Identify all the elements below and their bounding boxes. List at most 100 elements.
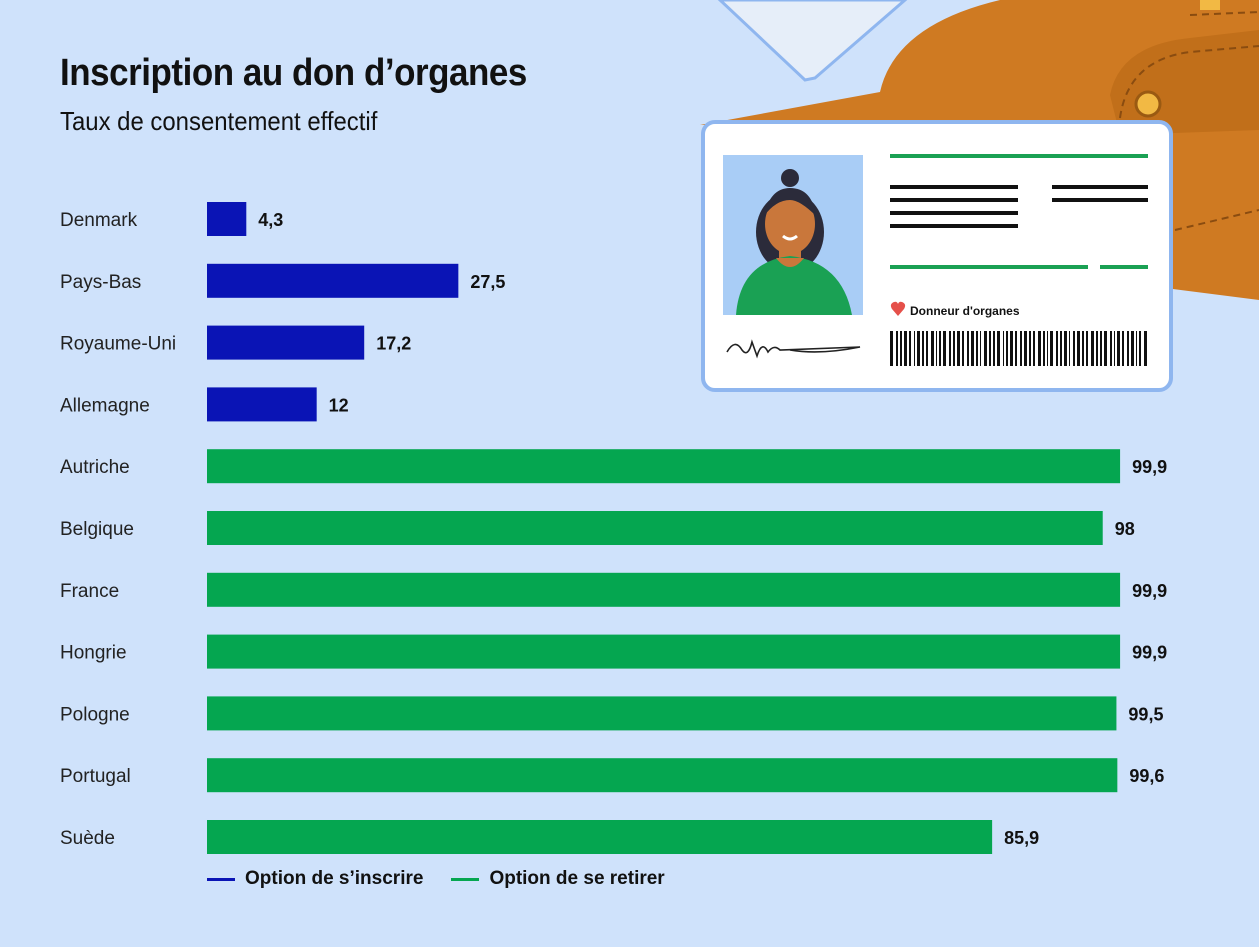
- barcode-bar: [900, 331, 902, 366]
- barcode-bar: [890, 331, 893, 366]
- background-paper-card: [717, 0, 908, 82]
- barcode-bar: [1015, 331, 1017, 366]
- barcode-bar: [1100, 331, 1102, 366]
- bar: [207, 696, 1117, 731]
- avatar: [736, 169, 852, 315]
- barcode-bar: [1082, 331, 1084, 366]
- barcode-bar: [896, 331, 898, 366]
- donor-card: Donneur d'organes: [701, 120, 1173, 392]
- barcode-bar: [1131, 331, 1134, 366]
- barcode-bar: [949, 331, 951, 366]
- barcode-bar: [1104, 331, 1107, 366]
- value-label: 99,9: [1132, 581, 1167, 601]
- barcode-bar: [922, 331, 924, 366]
- bar: [207, 572, 1121, 607]
- category-label: Royaume-Uni: [60, 334, 176, 355]
- barcode-bar: [1139, 331, 1141, 366]
- chart-title: Inscription au don d’organes: [60, 52, 527, 94]
- barcode-bar: [1127, 331, 1129, 366]
- barcode-bar: [976, 331, 978, 366]
- category-label: Denmark: [60, 210, 138, 231]
- value-label: 99,9: [1132, 643, 1167, 663]
- barcode-bar: [1024, 331, 1027, 366]
- barcode-bar: [1096, 331, 1098, 366]
- barcode-bar: [971, 331, 974, 366]
- barcode-bar: [917, 331, 920, 366]
- barcode-bar: [939, 331, 941, 366]
- barcode-bar: [967, 331, 969, 366]
- barcode-bar: [931, 331, 934, 366]
- wallet-icon: [700, 0, 1259, 300]
- heart-icon: [890, 301, 906, 316]
- barcode-bar: [984, 331, 987, 366]
- value-label: 99,6: [1129, 766, 1164, 786]
- barcode-bar: [962, 331, 964, 366]
- barcode-bar: [1043, 331, 1045, 366]
- barcode-bar: [1010, 331, 1013, 366]
- barcode-bar: [953, 331, 955, 366]
- barcode-bar: [914, 331, 915, 366]
- barcode-bar: [1086, 331, 1088, 366]
- barcode-bar: [1050, 331, 1053, 366]
- legend-label-opt-out: Option de se retirer: [489, 868, 665, 889]
- barcode: [890, 331, 1147, 366]
- value-label: 98: [1115, 519, 1135, 539]
- barcode-bar: [1117, 331, 1120, 366]
- barcode-bar: [943, 331, 946, 366]
- category-label: Hongrie: [60, 643, 127, 664]
- card-donor-label: Donneur d'organes: [910, 304, 1020, 318]
- barcode-bar: [997, 331, 1000, 366]
- barcode-bar: [1038, 331, 1041, 366]
- value-label: 12: [329, 395, 349, 415]
- value-label: 17,2: [376, 334, 411, 354]
- bar: [207, 387, 317, 422]
- value-label: 4,3: [258, 210, 283, 230]
- barcode-bar: [1006, 331, 1008, 366]
- barcode-bar: [1144, 331, 1147, 366]
- barcode-bar: [1114, 331, 1115, 366]
- category-label: Pologne: [60, 704, 130, 725]
- barcode-bar: [1110, 331, 1112, 366]
- category-label: France: [60, 581, 119, 602]
- legend-item-opt-in: Option de s’inscrire: [207, 868, 423, 890]
- value-label: 85,9: [1004, 828, 1039, 848]
- bar: [207, 325, 365, 360]
- barcode-bar: [904, 331, 907, 366]
- bar: [207, 758, 1118, 793]
- barcode-bar: [936, 331, 937, 366]
- barcode-bar: [989, 331, 991, 366]
- barcode-bar: [1029, 331, 1031, 366]
- value-label: 27,5: [470, 272, 505, 292]
- legend-label-opt-in: Option de s’inscrire: [245, 868, 424, 889]
- barcode-bar: [926, 331, 928, 366]
- barcode-bar: [1003, 331, 1004, 366]
- barcode-bar: [1073, 331, 1075, 366]
- legend-item-opt-out: Option de se retirer: [451, 868, 665, 890]
- barcode-bar: [1064, 331, 1067, 366]
- barcode-bar: [993, 331, 995, 366]
- signature: [726, 339, 861, 359]
- category-label: Belgique: [60, 519, 134, 540]
- category-label: Portugal: [60, 766, 131, 787]
- bar: [207, 263, 459, 298]
- category-label: Suède: [60, 828, 115, 849]
- barcode-bar: [1069, 331, 1070, 366]
- category-label: Autriche: [60, 457, 130, 478]
- barcode-bar: [1020, 331, 1022, 366]
- barcode-bar: [980, 331, 981, 366]
- barcode-bar: [1136, 331, 1137, 366]
- chart-legend: Option de s’inscrire Option de se retire…: [207, 868, 665, 890]
- category-label: Pays-Bas: [60, 272, 141, 293]
- barcode-bar: [1056, 331, 1058, 366]
- value-label: 99,9: [1132, 457, 1167, 477]
- barcode-bar: [1033, 331, 1035, 366]
- bar: [207, 634, 1121, 669]
- barcode-bar: [909, 331, 911, 366]
- category-label: Allemagne: [60, 395, 150, 416]
- legend-swatch-opt-out: [451, 877, 480, 881]
- bar: [207, 449, 1121, 484]
- chart-subtitle: Taux de consentement effectif: [60, 106, 378, 136]
- barcode-bar: [1122, 331, 1124, 366]
- barcode-bar: [1091, 331, 1094, 366]
